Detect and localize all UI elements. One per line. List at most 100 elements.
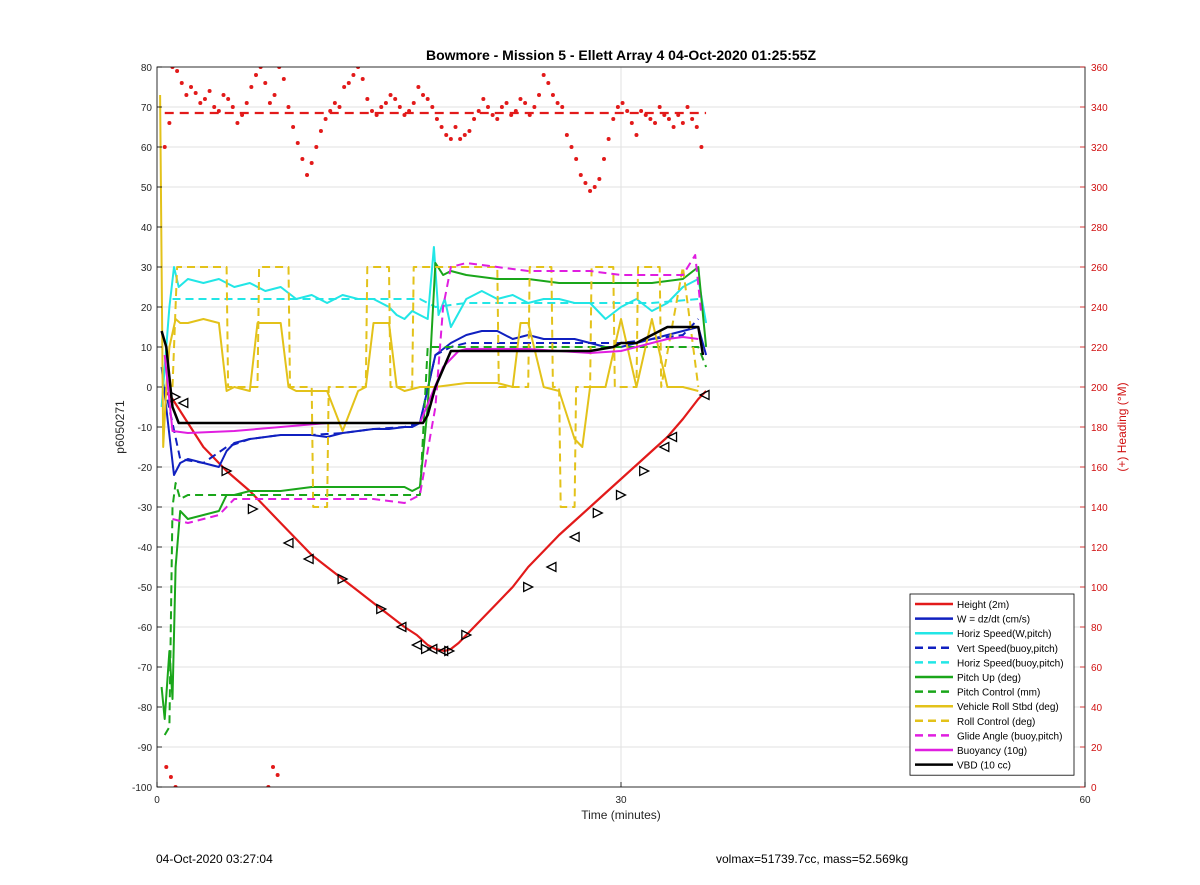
- x-tick-label: 30: [615, 795, 627, 806]
- heading-point: [485, 105, 490, 109]
- legend-entry: Horiz Speed(buoy,pitch): [957, 658, 1064, 669]
- marker-triangle: [337, 573, 349, 585]
- heading-point: [170, 67, 175, 69]
- legend-entry: Vert Speed(buoy,pitch): [957, 644, 1058, 655]
- heading-point: [328, 109, 333, 113]
- marker-triangle: [221, 465, 233, 477]
- y2-tick-label: 140: [1091, 503, 1108, 514]
- heading-point: [346, 81, 351, 85]
- heading-point: [407, 109, 412, 113]
- marker-triangle: [395, 621, 407, 633]
- heading-point: [448, 137, 453, 141]
- heading-point: [369, 109, 374, 113]
- heading-point: [629, 121, 634, 125]
- heading-point: [467, 129, 472, 133]
- y-tick-label: -20: [138, 463, 153, 474]
- marker-triangle: [302, 553, 314, 565]
- heading-point: [453, 125, 458, 129]
- marker-triangle: [545, 561, 557, 573]
- marker-triangle: [282, 537, 294, 549]
- series-line: [160, 246, 708, 408]
- heading-point: [662, 113, 667, 117]
- heading-point: [379, 105, 384, 109]
- heading-point: [230, 105, 235, 109]
- heading-point: [625, 109, 630, 113]
- y2-tick-label: 280: [1091, 223, 1108, 234]
- series-line: [163, 346, 708, 736]
- heading-point: [490, 113, 495, 117]
- heading-point: [601, 157, 606, 161]
- marker-triangle: [444, 645, 456, 657]
- heading-point: [175, 69, 180, 73]
- heading-point: [356, 67, 361, 69]
- heading-point: [226, 97, 231, 101]
- marker-triangle: [426, 643, 438, 655]
- legend-entry: Pitch Up (deg): [957, 673, 1021, 684]
- heading-point: [388, 93, 393, 97]
- heading-point: [323, 117, 328, 121]
- heading-point: [193, 91, 198, 95]
- heading-point: [162, 145, 167, 149]
- series-line: [171, 266, 700, 508]
- y2-tick-label: 100: [1091, 583, 1108, 594]
- heading-point: [532, 105, 537, 109]
- heading-point: [592, 185, 597, 189]
- heading-point: [639, 109, 644, 113]
- y-tick-label: -70: [138, 663, 153, 674]
- marker-triangle: [523, 581, 535, 593]
- heading-point: [281, 77, 286, 81]
- heading-point: [416, 85, 421, 89]
- heading-point: [221, 93, 226, 97]
- heading-point: [253, 73, 258, 77]
- legend-entry: W = dz/dt (cm/s): [957, 615, 1030, 626]
- heading-point: [690, 117, 695, 121]
- y2-axis-label: (+) Heading (°M): [1115, 382, 1129, 471]
- heading-point: [374, 113, 379, 117]
- y-tick-label: 30: [141, 263, 153, 274]
- y-tick-label: -90: [138, 743, 153, 754]
- heading-point: [611, 117, 616, 121]
- series-line: [160, 325, 705, 425]
- heading-point: [337, 105, 342, 109]
- heading-point: [198, 101, 203, 105]
- marker-triangle: [437, 645, 449, 657]
- heading-point: [164, 765, 169, 769]
- heading-point: [332, 101, 337, 105]
- heading-point: [271, 765, 275, 769]
- y2-tick-label: 120: [1091, 543, 1108, 554]
- y2-tick-label: 200: [1091, 383, 1108, 394]
- heading-point: [569, 145, 574, 149]
- heading-point: [235, 121, 240, 125]
- heading-point: [527, 113, 532, 117]
- series-line: [172, 254, 703, 524]
- legend-box: [909, 593, 1075, 776]
- series-line: [159, 94, 699, 448]
- heading-point: [267, 101, 272, 105]
- marker-triangle: [420, 643, 433, 655]
- series-line: [172, 298, 699, 308]
- x-axis-label: Time (minutes): [581, 808, 661, 822]
- heading-point: [425, 97, 430, 101]
- heading-point: [305, 173, 310, 177]
- heading-point: [606, 137, 611, 141]
- y2-tick-label: 360: [1091, 63, 1108, 74]
- marker-triangle: [247, 503, 259, 515]
- heading-point: [680, 121, 685, 125]
- heading-point: [360, 77, 365, 81]
- heading-point: [439, 125, 444, 129]
- y-tick-label: 10: [141, 343, 153, 354]
- y-tick-label: 60: [141, 143, 153, 154]
- marker-triangle: [177, 397, 189, 409]
- legend-entry: Horiz Speed(W,pitch): [957, 629, 1051, 640]
- heading-point: [653, 121, 658, 125]
- legend: Height (2m) W = dz/dt (cm/s) Horiz Speed(W…: [909, 593, 1075, 776]
- heading-point: [444, 133, 449, 137]
- series-line: [163, 318, 700, 464]
- y2-tick-label: 80: [1091, 623, 1103, 634]
- heading-point: [184, 93, 189, 97]
- heading-point: [634, 133, 639, 137]
- heading-point: [272, 93, 277, 97]
- heading-point: [583, 181, 588, 185]
- heading-point: [266, 785, 271, 787]
- heading-point: [300, 157, 305, 161]
